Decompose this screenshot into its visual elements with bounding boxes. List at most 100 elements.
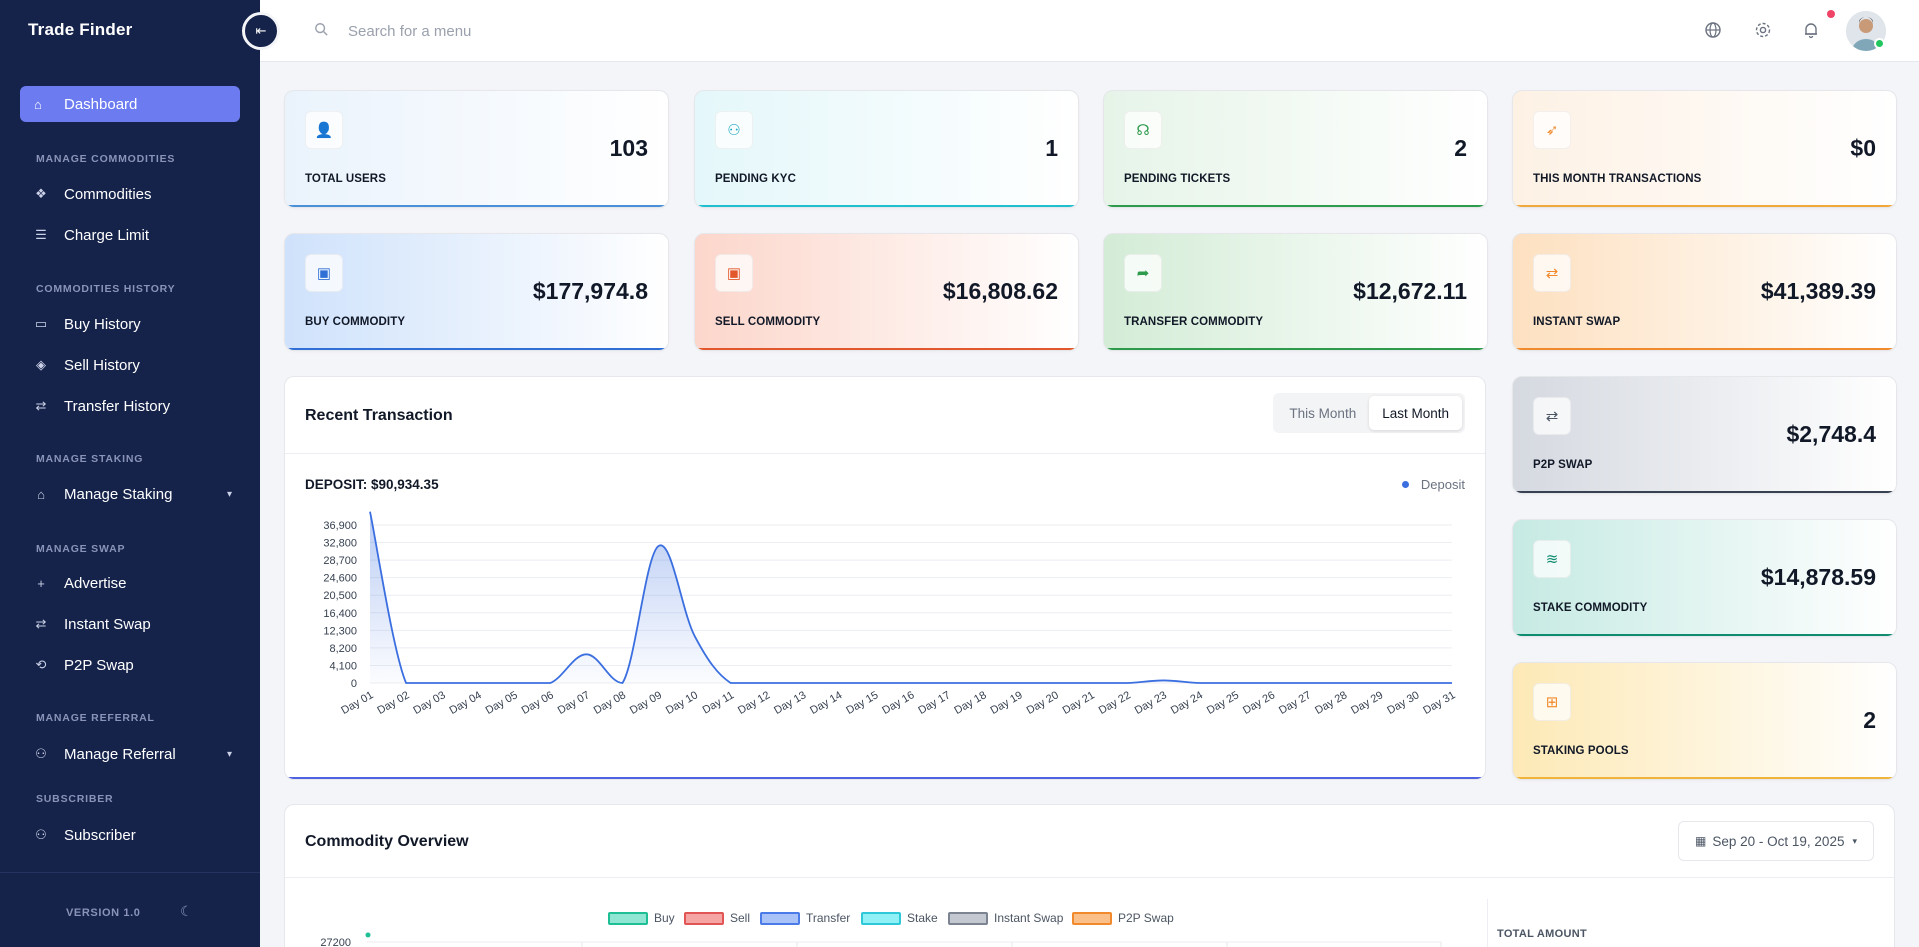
card-total-users[interactable]: 👤 103 TOTAL USERS [284,90,669,208]
user-icon: 👤 [305,111,343,149]
sidebar-item-manage-staking[interactable]: ⌂ Manage Staking ▾ [32,480,232,508]
card-icon: ▭ [34,316,48,331]
legend-label: Transfer [806,911,851,925]
sidebar-item-label: Subscriber [64,826,136,844]
globe-icon[interactable] [1703,20,1723,40]
legend-item-sell[interactable]: Sell [684,911,750,925]
legend-label-deposit: Deposit [1420,477,1465,492]
sidebar-footer: VERSION 1.0 ☾ [0,872,260,947]
card-staking-pools[interactable]: ⊞ 2 STAKING POOLS [1512,662,1897,780]
card-month-transactions[interactable]: ➶ $0 THIS MONTH TRANSACTIONS [1512,90,1897,208]
moon-icon[interactable]: ☾ [180,903,193,919]
sidebar-item-subscriber[interactable]: ⚇ Subscriber [32,821,232,849]
stat-value: $177,974.8 [532,278,648,304]
legend-item-instant-swap[interactable]: Instant Swap [948,911,1063,925]
card-buy-commodity[interactable]: ▣ $177,974.8 BUY COMMODITY [284,233,669,351]
plus-icon: + [37,575,45,591]
y-tick-label: 12,300 [323,625,357,637]
avatar[interactable] [1846,11,1886,51]
repeat-icon: ⟲ [35,657,47,672]
stat-label: INSTANT SWAP [1533,316,1621,328]
sliders-icon: ☰ [35,227,47,242]
card-accent-bar [285,348,668,350]
x-tick-label: Day 02 [375,689,411,717]
tab-last-month[interactable]: Last Month [1369,396,1462,430]
date-range-text: Sep 20 - Oct 19, 2025 [1712,833,1845,849]
y-tick-label: 36,900 [323,520,357,532]
layers-icon: ≋ [1533,540,1571,578]
card-p2p-swap[interactable]: ⇄ $2,748.4 P2P SWAP [1512,376,1897,494]
y-tick-label: 20,500 [323,590,357,602]
card-pending-kyc[interactable]: ⚇ 1 PENDING KYC [694,90,1079,208]
x-tick-label: Day 26 [1241,689,1277,717]
sidebar-item-commodities[interactable]: ❖ Commodities [32,180,232,208]
y-tick-label: 8,200 [329,643,357,655]
sidebar-item-label: Buy History [64,315,141,333]
card-sell-commodity[interactable]: ▣ $16,808.62 SELL COMMODITY [694,233,1079,351]
sidebar-item-label: Charge Limit [64,226,150,244]
swap-icon: ⇄ [1533,254,1571,292]
sidebar: Trade Finder ⌂ Dashboard MANAGE COMMODIT… [0,0,260,947]
sidebar-item-sell-history[interactable]: ◈ Sell History [32,351,232,379]
commodity-overview-panel: Commodity Overview ▦ Sep 20 - Oct 19, 20… [284,804,1895,947]
sitemap-icon: ⊞ [1533,683,1571,721]
users-icon: ⚇ [35,827,47,842]
x-tick-label: Day 13 [772,689,808,717]
card-instant-swap[interactable]: ⇄ $41,389.39 INSTANT SWAP [1512,233,1897,351]
sidebar-item-instant-swap[interactable]: ⇄ Instant Swap [32,610,232,638]
sidebar-item-buy-history[interactable]: ▭ Buy History [32,310,232,338]
legend-label: P2P Swap [1118,911,1174,925]
card-accent-bar [1104,348,1487,350]
sidebar-item-manage-referral[interactable]: ⚇ Manage Referral ▾ [32,740,232,768]
sidebar-item-label: Advertise [64,574,127,592]
sidebar-item-charge-limit[interactable]: ☰ Charge Limit [32,221,232,249]
card-transfer-commodity[interactable]: ➦ $12,672.11 TRANSFER COMMODITY [1103,233,1488,351]
sidebar-item-label: Transfer History [64,397,171,415]
tags-icon: ◈ [36,357,46,372]
version-label: VERSION 1.0 [66,907,141,919]
legend-item-transfer[interactable]: Transfer [760,911,850,925]
legend-dot [1401,481,1409,488]
bell-icon[interactable] [1801,20,1821,40]
legend-item-buy[interactable]: Buy [608,911,675,925]
x-tick-label: Day 21 [1061,689,1097,717]
sidebar-item-advertise[interactable]: + Advertise [32,569,232,597]
date-range-picker[interactable]: ▦ Sep 20 - Oct 19, 2025 ▾ [1678,821,1874,861]
x-tick-label: Day 09 [628,689,664,717]
gear-icon[interactable] [1753,20,1773,40]
card-stake-commodity[interactable]: ≋ $14,878.59 STAKE COMMODITY [1512,519,1897,637]
sidebar-collapse-button[interactable]: ⇤ [242,12,280,50]
commodity-chart: 27200 [320,932,1442,947]
search-icon [315,23,328,36]
y-tick-label: 32,800 [323,538,357,550]
legend-item-p2p-swap[interactable]: P2P Swap [1072,911,1174,925]
x-tick-label: Day 20 [1025,689,1061,717]
brand-logo[interactable]: Trade Finder [28,20,133,39]
sidebar-item-transfer-history[interactable]: ⇄ Transfer History [32,392,232,420]
stat-value: $12,672.11 [1353,278,1467,304]
sidebar-item-p2p-swap[interactable]: ⟲ P2P Swap [32,651,232,679]
x-tick-label: Day 10 [664,689,700,717]
card-pending-tickets[interactable]: ☊ 2 PENDING TICKETS [1103,90,1488,208]
sidebar-item-label: Dashboard [64,95,138,113]
tab-this-month[interactable]: This Month [1289,405,1357,421]
user-avatar-icon [1846,11,1886,51]
card-accent-bar [695,205,1078,207]
stat-value: 2 [1863,707,1876,733]
section-manage-referral: MANAGE REFERRAL [36,712,155,724]
data-point [365,932,371,938]
sidebar-item-dashboard[interactable]: ⌂ Dashboard [20,86,240,122]
collapse-icon: ⇤ [255,23,267,38]
x-tick-label: Day 28 [1313,689,1349,717]
x-tick-label: Day 29 [1349,689,1385,717]
stat-label: BUY COMMODITY [305,316,406,328]
legend-item-stake[interactable]: Stake [861,911,938,925]
stat-value: $41,389.39 [1760,278,1876,304]
legend-label: Buy [654,911,675,925]
deposit-area [370,511,1452,683]
card-accent-bar [1513,205,1896,207]
x-tick-label: Day 18 [952,689,988,717]
total-amount-label: TOTAL AMOUNT [1497,928,1587,940]
search-input[interactable] [348,18,748,44]
deposit-chart: 0 4,100 8,200 12,300 16,400 20,500 24,600 28,70… [323,511,1458,717]
